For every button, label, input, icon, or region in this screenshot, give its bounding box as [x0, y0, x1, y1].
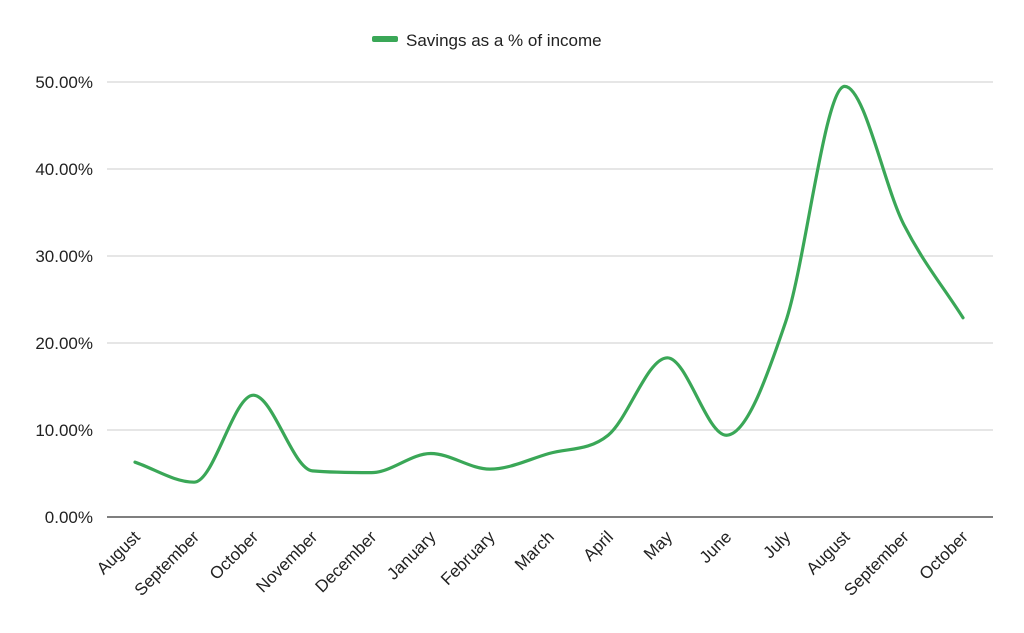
x-tick-label: February	[437, 527, 499, 589]
data-point	[546, 450, 552, 456]
y-tick-label: 0.00%	[45, 508, 93, 527]
data-point	[369, 470, 375, 476]
data-point	[901, 222, 907, 228]
x-tick-label: June	[696, 527, 736, 567]
data-point	[783, 319, 789, 325]
data-point	[842, 83, 848, 89]
y-tick-label: 30.00%	[35, 247, 93, 266]
x-tick-label: March	[511, 527, 558, 574]
data-point	[605, 432, 611, 438]
data-point	[664, 355, 670, 361]
x-tick-label: September	[131, 527, 203, 599]
data-point	[132, 459, 138, 465]
series	[132, 83, 966, 485]
y-tick-label: 20.00%	[35, 334, 93, 353]
x-tick-label: November	[252, 527, 321, 596]
data-point	[309, 468, 315, 474]
x-tick-label: April	[579, 527, 616, 564]
grid	[107, 81, 993, 431]
legend-swatch	[372, 36, 398, 42]
x-tick-label: October	[206, 527, 262, 583]
x-tick-label: July	[760, 527, 795, 562]
series-line	[133, 84, 965, 484]
x-tick-label: September	[840, 527, 912, 599]
x-tick-label: January	[383, 527, 440, 584]
x-tick-label: October	[916, 527, 972, 583]
y-tick-label: 50.00%	[35, 73, 93, 92]
y-axis: 0.00% 10.00% 20.00% 30.00% 40.00% 50.00%	[35, 73, 93, 527]
y-tick-label: 40.00%	[35, 160, 93, 179]
data-point	[428, 450, 434, 456]
data-point	[191, 479, 197, 485]
legend: Savings as a % of income	[372, 31, 602, 50]
x-tick-label: August	[93, 527, 144, 578]
x-tick-label: May	[640, 527, 676, 563]
data-point	[250, 392, 256, 398]
y-tick-label: 10.00%	[35, 421, 93, 440]
legend-label: Savings as a % of income	[406, 31, 602, 50]
data-point	[723, 432, 729, 438]
x-tick-label: December	[312, 527, 381, 596]
data-point	[960, 315, 966, 321]
data-point	[487, 466, 493, 472]
x-tick-label: August	[803, 527, 854, 578]
